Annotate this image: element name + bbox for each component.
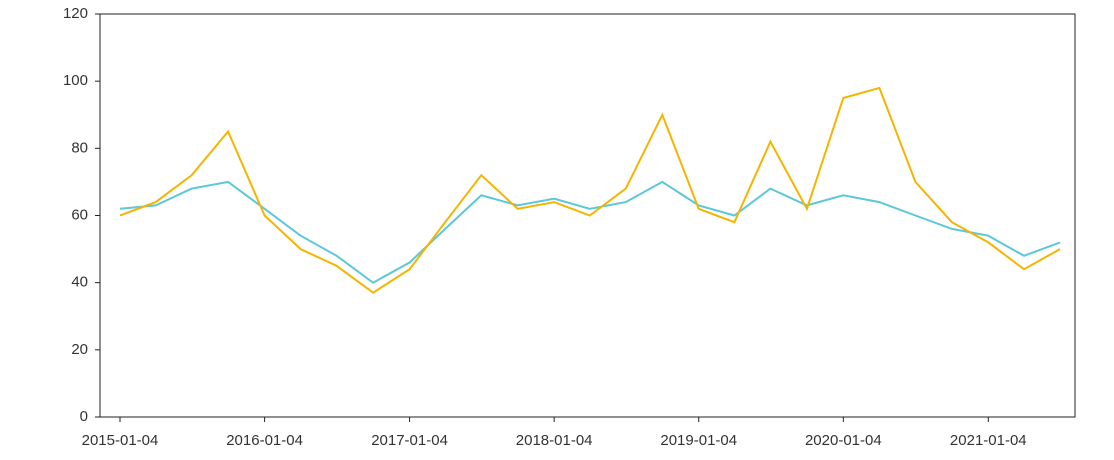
x-tick-label: 2018-01-04 (516, 432, 593, 449)
x-tick-label: 2017-01-04 (371, 432, 448, 449)
x-tick-label: 2019-01-04 (660, 432, 737, 449)
y-tick-label: 120 (63, 5, 88, 22)
data-line (120, 88, 1060, 293)
y-tick-label: 20 (71, 341, 88, 358)
chart: 0 20 40 60 80 100 120 2015-01-04 2016-01-04 2017-… (0, 0, 1114, 455)
x-tick-label: 2015-01-04 (82, 432, 159, 449)
y-tick-label: 80 (71, 139, 88, 156)
y-tick-label: 40 (71, 274, 88, 291)
x-tick-label: 2020-01-04 (805, 432, 882, 449)
y-tick-label: 100 (63, 72, 88, 89)
x-tick-label: 2016-01-04 (226, 432, 303, 449)
x-tick-label: 2021-01-04 (950, 432, 1027, 449)
y-tick-label: 60 (71, 206, 88, 223)
data-line (120, 182, 1060, 283)
y-tick-label: 0 (80, 408, 88, 425)
